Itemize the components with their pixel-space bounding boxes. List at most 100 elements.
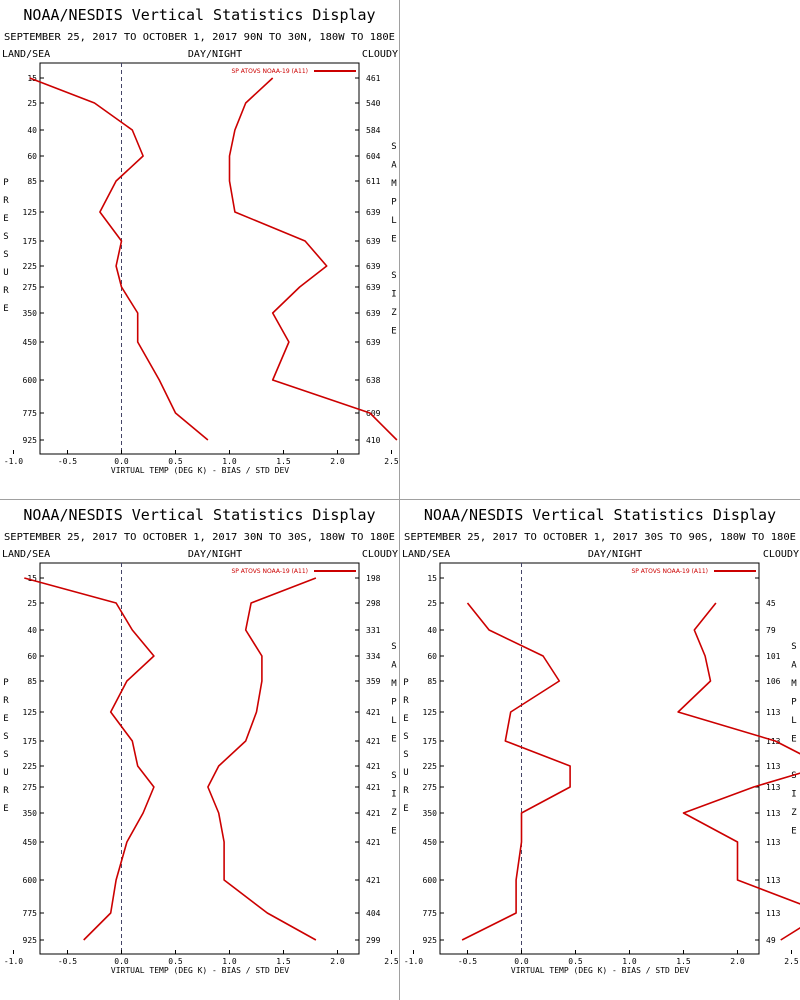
- y-axis-label-char: S: [3, 232, 8, 242]
- y-axis-label-char: S: [403, 732, 408, 742]
- right-axis-label-char: E: [391, 327, 396, 337]
- chart-subtitle: SEPTEMBER 25, 2017 TO OCTOBER 1, 2017 90…: [4, 32, 395, 43]
- chart-subtitle: SEPTEMBER 25, 2017 TO OCTOBER 1, 2017 30…: [404, 532, 796, 543]
- sample-size-label: 461: [366, 74, 381, 83]
- y-axis-label-char: E: [3, 304, 8, 314]
- x-tick-label: -1.0: [404, 957, 423, 966]
- right-axis-label-char: S: [791, 642, 796, 652]
- series-line-bias: [24, 577, 155, 941]
- right-axis-label-char: P: [391, 698, 397, 708]
- y-tick-label: 15: [27, 574, 37, 583]
- sample-size-label: 113: [766, 876, 781, 885]
- y-axis-label-char: U: [403, 768, 408, 778]
- header-land-sea: LAND/SEA: [2, 549, 50, 560]
- y-tick-label: 775: [423, 909, 438, 918]
- x-tick-label: 2.0: [330, 957, 345, 966]
- y-tick-label: 450: [423, 838, 438, 847]
- header-land-sea: LAND/SEA: [402, 549, 450, 560]
- series-line-std_dev: [207, 577, 317, 941]
- y-axis-label-char: S: [3, 250, 8, 260]
- right-axis-label-char: P: [791, 698, 797, 708]
- y-tick-label: 60: [427, 652, 437, 661]
- x-tick-label: 0.0: [514, 957, 529, 966]
- y-tick-label: 85: [427, 677, 437, 686]
- sample-size-label: 421: [366, 876, 381, 885]
- sample-size-label: 639: [366, 262, 381, 271]
- sample-size-label: 113: [766, 909, 781, 918]
- sample-size-label: 639: [366, 283, 381, 292]
- y-tick-label: 225: [423, 762, 438, 771]
- y-tick-label: 225: [23, 762, 38, 771]
- y-axis-label-char: P: [3, 178, 9, 188]
- y-tick-label: 600: [23, 876, 38, 885]
- sample-size-label: 421: [366, 737, 381, 746]
- right-axis-label-char: P: [391, 198, 397, 208]
- vertical-divider-top: [399, 0, 400, 499]
- series-line-std_dev: [677, 602, 800, 941]
- sample-size-label: 540: [366, 99, 381, 108]
- x-axis-label: VIRTUAL TEMP (DEG K) - BIAS / STD DEV: [111, 466, 289, 475]
- sample-size-label: 639: [366, 338, 381, 347]
- right-axis-label-char: A: [391, 661, 397, 671]
- right-axis-label-char: L: [791, 716, 796, 726]
- sample-size-label: 421: [366, 762, 381, 771]
- right-axis-label-char: A: [391, 161, 397, 171]
- sample-size-label: 79: [766, 626, 776, 635]
- y-tick-label: 350: [23, 309, 38, 318]
- y-tick-label: 15: [427, 574, 437, 583]
- sample-size-label: 639: [366, 208, 381, 217]
- sample-size-label: 298: [366, 599, 381, 608]
- x-tick-label: 2.0: [330, 457, 345, 466]
- header-day-night: DAY/NIGHT: [588, 549, 642, 560]
- y-tick-label: 85: [27, 677, 37, 686]
- y-axis-label-char: R: [3, 286, 9, 296]
- y-tick-label: 275: [23, 783, 38, 792]
- chart-title: NOAA/NESDIS Vertical Statistics Display: [23, 6, 375, 24]
- y-axis-label-char: R: [3, 786, 9, 796]
- sample-size-label: 334: [366, 652, 381, 661]
- right-axis-label-char: S: [391, 771, 396, 781]
- sample-size-label: 604: [366, 152, 381, 161]
- x-tick-label: 1.0: [622, 957, 637, 966]
- x-tick-label: 0.5: [168, 457, 183, 466]
- y-axis-label-char: U: [3, 268, 8, 278]
- y-tick-label: 450: [23, 838, 38, 847]
- y-tick-label: 175: [423, 737, 438, 746]
- y-axis-label-char: E: [3, 804, 8, 814]
- x-axis-label: VIRTUAL TEMP (DEG K) - BIAS / STD DEV: [111, 966, 289, 975]
- y-tick-label: 775: [23, 909, 38, 918]
- x-tick-label: -1.0: [4, 957, 23, 966]
- plot-frame: [439, 562, 760, 955]
- header-land-sea: LAND/SEA: [2, 49, 50, 60]
- right-axis-label-char: I: [391, 790, 396, 800]
- sample-size-label: 584: [366, 126, 381, 135]
- sample-size-label: 113: [766, 783, 781, 792]
- sample-size-label: 101: [766, 652, 781, 661]
- sample-size-label: 45: [766, 599, 776, 608]
- chart-subtitle: SEPTEMBER 25, 2017 TO OCTOBER 1, 2017 30…: [4, 532, 395, 543]
- y-tick-label: 25: [27, 99, 37, 108]
- x-tick-label: -0.5: [58, 957, 77, 966]
- right-axis-label-char: Z: [391, 808, 397, 818]
- y-axis-label-char: E: [403, 714, 408, 724]
- y-tick-label: 925: [423, 936, 438, 945]
- right-axis-label-char: L: [391, 716, 396, 726]
- sample-size-label: 113: [766, 737, 781, 746]
- header-cloudy: CLOUDY: [362, 49, 398, 60]
- sample-size-label: 421: [366, 708, 381, 717]
- plot-frame: [39, 62, 360, 455]
- x-tick-label: 1.5: [276, 957, 291, 966]
- sample-size-label: 639: [366, 309, 381, 318]
- sample-size-label: 609: [366, 409, 381, 418]
- chart-panel-90n-30n: NOAA/NESDIS Vertical Statistics Display S…: [2, 6, 399, 475]
- sample-size-label: 611: [366, 177, 381, 186]
- y-tick-label: 40: [27, 626, 37, 635]
- horizontal-divider: [0, 499, 800, 500]
- legend-label: SP ATOVS NOAA-19 (A11): [631, 568, 708, 575]
- x-tick-label: 2.5: [384, 957, 399, 966]
- y-axis-label-char: E: [3, 714, 8, 724]
- header-cloudy: CLOUDY: [763, 549, 799, 560]
- x-tick-label: 1.0: [222, 957, 237, 966]
- y-axis-label-char: E: [3, 214, 8, 224]
- right-axis-label-char: M: [391, 179, 397, 189]
